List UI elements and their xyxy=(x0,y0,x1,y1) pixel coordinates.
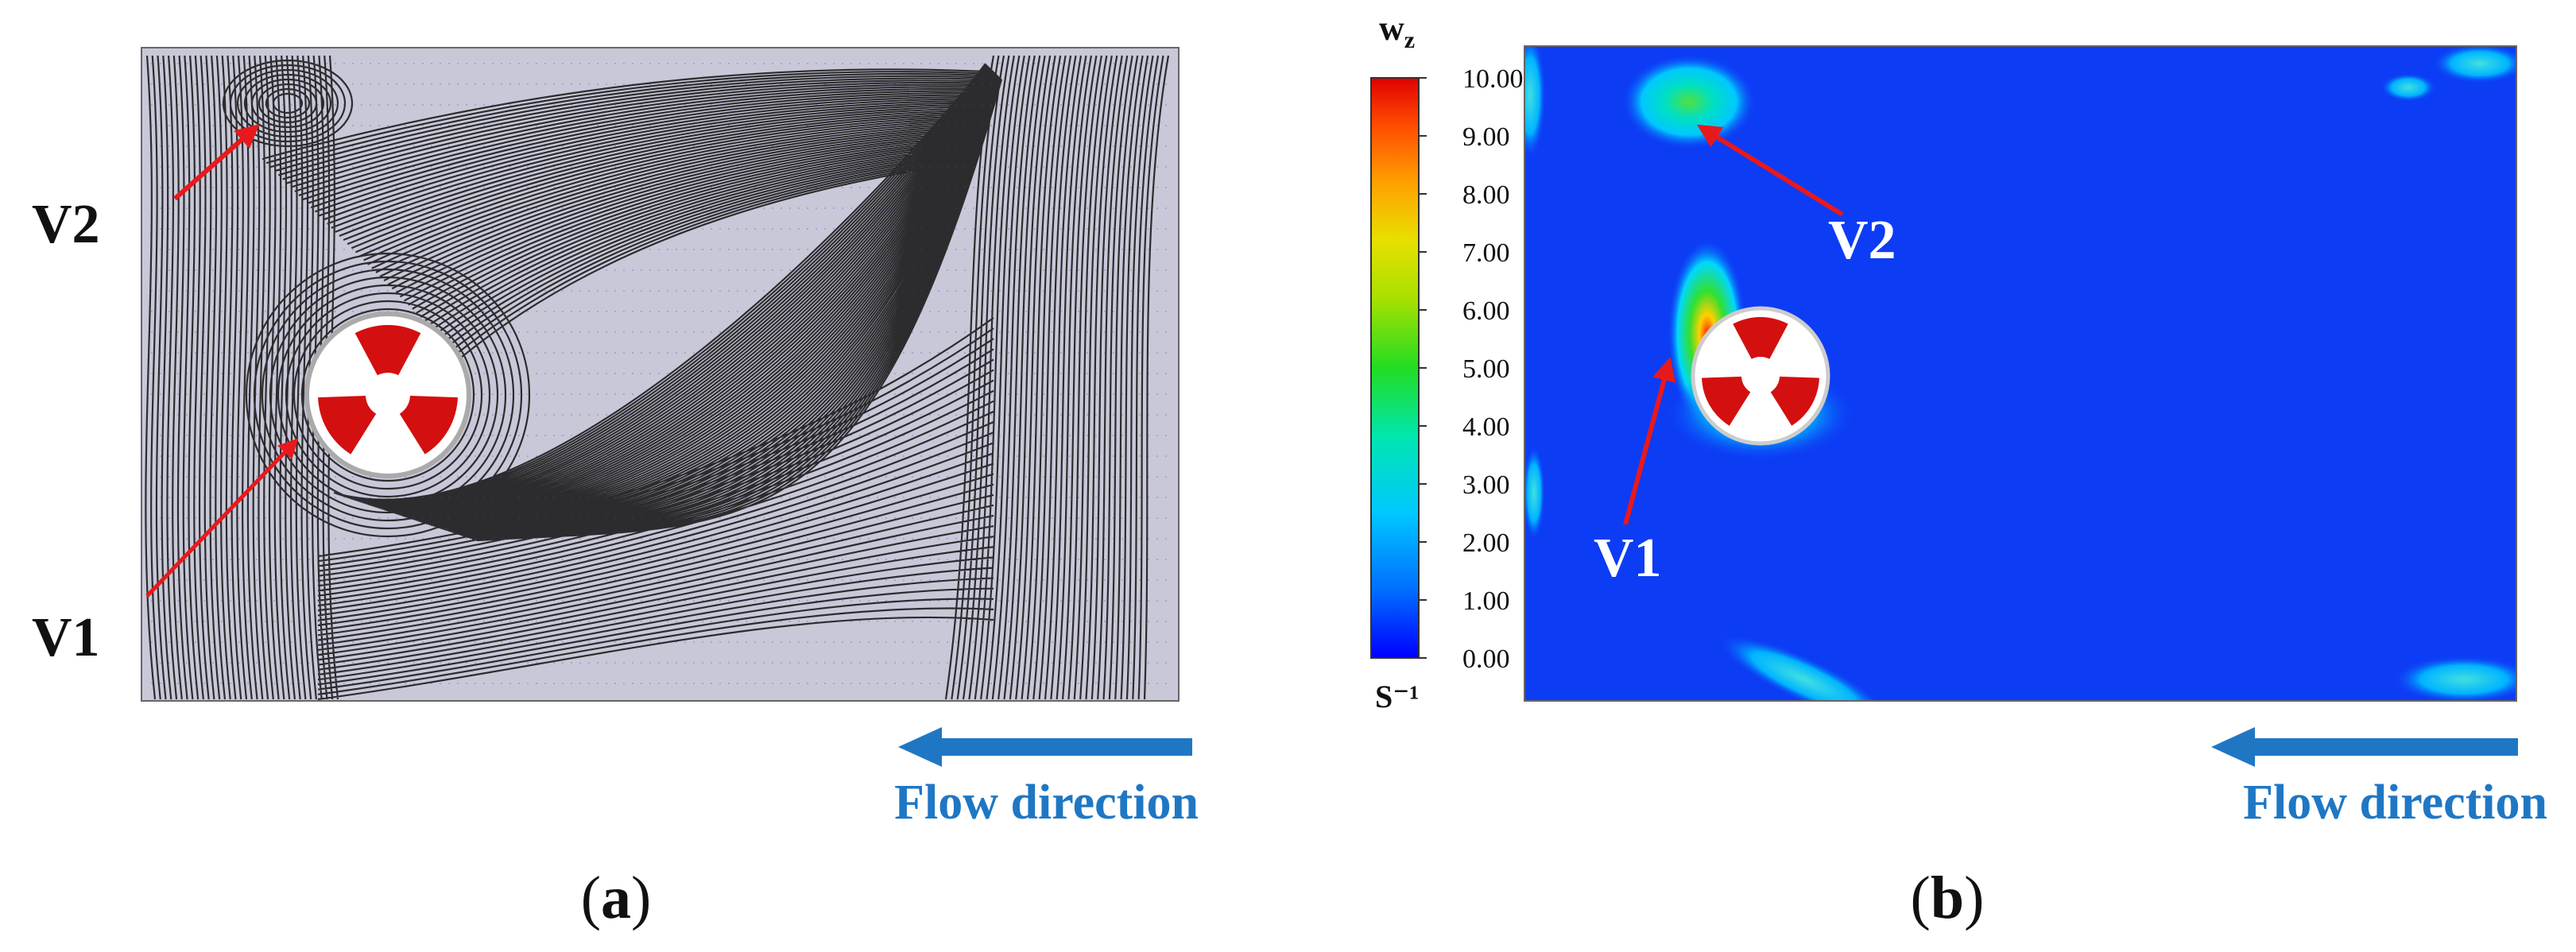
colorbar-ticks: 10.00 9.00 8.00 7.00 6.00 5.00 4.00 3.00 2.00 1.0… xyxy=(1419,64,1524,674)
flow-arrow-head-a xyxy=(898,727,942,767)
colorbar-tick-label: 4.00 xyxy=(1462,412,1510,442)
vortex-label-v1-a: V1 xyxy=(32,607,100,668)
rotor-b xyxy=(1691,306,1830,446)
v2-pointer-arrow-a xyxy=(173,124,260,201)
vortex-v2-contour xyxy=(1621,54,1757,149)
v1-pointer-arrow-b xyxy=(1623,357,1676,525)
flow-arrow-head-b xyxy=(2211,727,2255,767)
panel-b-vorticity-contour: wz 10.00 9.00 8.00 7.00 6.00 5.00 4.00 3.00 2.00… xyxy=(1370,9,2547,931)
colorbar-gradient xyxy=(1370,77,1420,659)
colorbar: wz 10.00 9.00 8.00 7.00 6.00 5.00 4.00 3.00 2.00… xyxy=(1370,9,1524,714)
colorbar-tick-label: 8.00 xyxy=(1462,180,1510,210)
vortex-label-v2-a: V2 xyxy=(32,194,100,255)
flow-direction-label-a: Flow direction xyxy=(894,776,1199,830)
colorbar-unit: S⁻¹ xyxy=(1375,679,1419,714)
colorbar-tick-label: 2.00 xyxy=(1462,528,1510,558)
colorbar-title: wz xyxy=(1379,9,1415,53)
colorbar-tick-label: 5.00 xyxy=(1462,354,1510,384)
colorbar-tick-label: 10.00 xyxy=(1462,64,1524,94)
panel-a-streamline-plot: V2 V1 Flow direction (a) xyxy=(32,47,1199,931)
colorbar-tick-label: 3.00 xyxy=(1462,470,1510,500)
colorbar-tick-label: 0.00 xyxy=(1462,644,1510,674)
vorticity-field xyxy=(1524,46,2516,701)
rotor-a xyxy=(304,312,471,478)
panel-caption-b: (b) xyxy=(1911,865,1985,931)
v1-pointer-arrow-a xyxy=(145,438,299,598)
vortex-label-v1-b: V1 xyxy=(1594,528,1662,589)
colorbar-tick-label: 6.00 xyxy=(1462,296,1510,326)
colorbar-tick-label: 1.00 xyxy=(1462,586,1510,616)
flow-direction-label-b: Flow direction xyxy=(2243,776,2547,830)
vortex-label-v2-b: V2 xyxy=(1828,210,1896,271)
colorbar-tick-label: 9.00 xyxy=(1462,122,1510,152)
panel-caption-a: (a) xyxy=(581,865,652,931)
colorbar-tick-label: 7.00 xyxy=(1462,238,1510,268)
v2-pointer-arrow-b xyxy=(1696,124,1844,217)
